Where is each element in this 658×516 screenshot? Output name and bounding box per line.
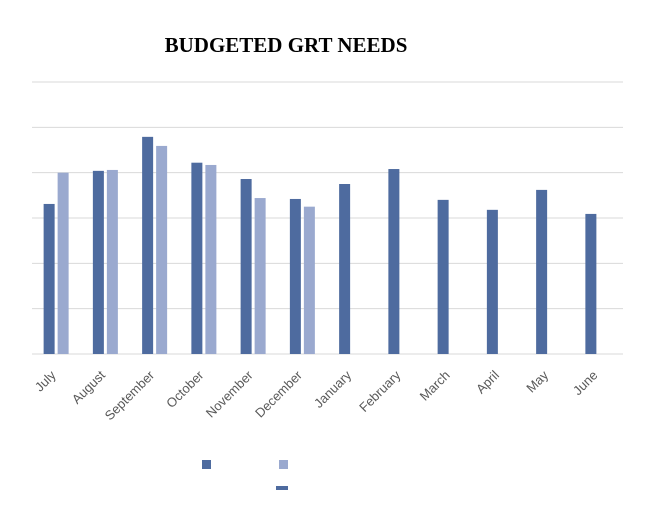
chart-title: BUDGETED GRT NEEDS xyxy=(165,33,408,57)
legend-swatch xyxy=(276,486,288,490)
x-tick-label: January xyxy=(311,367,355,411)
x-tick-label: November xyxy=(203,367,256,420)
bar xyxy=(205,164,217,354)
bar xyxy=(156,145,168,354)
bar xyxy=(339,184,351,354)
x-tick-label: August xyxy=(69,367,108,406)
x-tick-label: December xyxy=(252,367,305,420)
bar xyxy=(536,189,548,354)
bar xyxy=(191,162,203,354)
x-tick-label: March xyxy=(417,368,453,404)
bar xyxy=(388,169,400,354)
bar xyxy=(486,209,498,354)
x-tick-label: September xyxy=(102,367,158,423)
bar xyxy=(92,170,104,354)
x-tick-label: July xyxy=(32,367,59,394)
legend-swatch xyxy=(202,460,211,469)
bar xyxy=(303,206,315,354)
bar xyxy=(106,169,118,354)
bar xyxy=(57,172,69,354)
bar xyxy=(585,213,597,354)
bar xyxy=(240,179,252,354)
bar xyxy=(254,198,266,354)
legend-swatch xyxy=(279,460,288,469)
bar xyxy=(437,199,449,354)
bar xyxy=(43,203,55,354)
bar xyxy=(142,136,154,354)
x-tick-label: October xyxy=(163,367,207,411)
x-tick-label: June xyxy=(570,368,601,399)
bar xyxy=(289,198,301,354)
x-tick-label: February xyxy=(356,367,404,415)
x-tick-label: May xyxy=(523,367,551,395)
x-tick-label: April xyxy=(473,367,502,396)
